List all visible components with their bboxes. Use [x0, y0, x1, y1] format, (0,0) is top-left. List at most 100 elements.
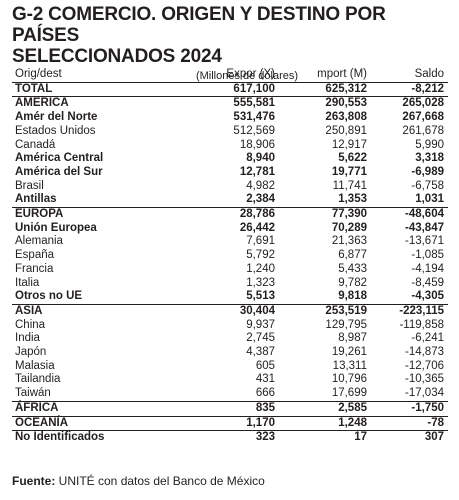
table-row: Unión Europea 26,442 70,289 -43,847: [12, 222, 448, 236]
table-row: Estados Unidos 512,569 250,891 261,678: [12, 125, 448, 139]
cell-exports: 2,745: [246, 332, 275, 345]
cell-balance: 307: [371, 430, 448, 445]
cell-exports: 323: [187, 430, 279, 445]
cell-balance: -8,212: [411, 82, 444, 95]
cell-imports: 1,248: [279, 415, 371, 431]
table-row: China 9,937 129,795 -119,858: [12, 319, 448, 333]
cell-balance: 1,031: [415, 193, 444, 206]
cell-balance: -10,365: [404, 373, 444, 386]
cell-exports: 30,404: [187, 303, 279, 319]
cell-region: Antillas: [15, 193, 57, 206]
table-row: Francia 1,240 5,433 -4,194: [12, 263, 448, 277]
cell-imports: 17: [279, 430, 371, 445]
cell-exports: 431: [255, 373, 275, 386]
cell-region: Estados Unidos: [15, 124, 96, 137]
cell-exports: 617,100: [233, 82, 275, 95]
cell-region: Brasil: [15, 179, 44, 192]
cell-exports: 5,792: [246, 249, 275, 262]
table-row: América Central 8,940 5,622 3,318: [12, 152, 448, 166]
table-row: España 5,792 6,877 -1,085: [12, 249, 448, 263]
cell-region: No Identificados: [12, 430, 187, 445]
cell-imports: 21,363: [331, 235, 367, 248]
table-row: América del Sur 12,781 19,771 -6,989: [12, 166, 448, 180]
cell-region: Tailandia: [15, 373, 61, 386]
cell-exports: 28,786: [187, 207, 279, 222]
cell-imports: 253,519: [279, 303, 371, 319]
cell-region: India: [15, 332, 40, 345]
cell-balance: -6,758: [411, 179, 444, 192]
cell-region: Taiwán: [15, 387, 51, 400]
cell-region: América del Sur: [15, 165, 103, 178]
table-row: India 2,745 8,987 -6,241: [12, 332, 448, 346]
cell-region: Alemania: [15, 235, 63, 248]
cell-imports: 5,622: [338, 152, 367, 165]
cell-balance: -48,604: [371, 207, 448, 222]
cell-imports: 70,289: [331, 221, 367, 234]
cell-exports: 26,442: [239, 221, 275, 234]
cell-balance: -13,671: [404, 235, 444, 248]
table-row: Otros no UE 5,513 9,818 -4,305: [12, 290, 448, 304]
cell-imports: 2,585: [279, 400, 371, 417]
cell-imports: 11,741: [332, 179, 367, 192]
table-row: Brasil 4,982 11,741 -6,758: [12, 180, 448, 194]
col-header-balance: Saldo: [371, 68, 448, 83]
cell-imports: 77,390: [279, 207, 371, 222]
cell-balance: -43,847: [404, 221, 444, 234]
cell-imports: 17,699: [331, 387, 367, 400]
cell-exports: 1,170: [187, 415, 279, 431]
table-row: Alemania 7,691 21,363 -13,671: [12, 235, 448, 249]
table-title: G-2 COMERCIO. ORIGEN Y DESTINO POR PAÍSE…: [12, 4, 386, 67]
cell-exports: 531,476: [233, 111, 275, 124]
cell-exports: 5,513: [246, 290, 275, 303]
table-row: Canadá 18,906 12,917 5,990: [12, 139, 448, 153]
cell-region: Japón: [15, 346, 47, 359]
cell-exports: 1,240: [246, 262, 275, 275]
cell-imports: 19,261: [331, 346, 367, 359]
cell-balance: -14,873: [404, 346, 444, 359]
source-text: UNITÉ con datos del Banco de México: [55, 474, 265, 488]
col-header-imports: mport (M): [279, 68, 371, 83]
table-header-row: Orig/dest Expor (X) mport (M) Saldo: [12, 68, 448, 83]
table-row: OCEANÍA 1,170 1,248 -78: [12, 415, 448, 431]
cell-imports: 10,796: [331, 373, 367, 386]
col-header-orig-dest: Orig/dest: [12, 68, 187, 83]
cell-region: AMERICA: [12, 96, 187, 112]
cell-balance: 3,318: [415, 152, 444, 165]
cell-balance: -12,706: [404, 359, 444, 372]
cell-exports: 512,569: [233, 124, 275, 137]
table-row: AMERICA 555,581 290,553 265,028: [12, 96, 448, 112]
cell-imports: 5,433: [338, 262, 367, 275]
cell-region: Italia: [15, 276, 40, 289]
cell-imports: 19,771: [331, 165, 367, 178]
cell-exports: 555,581: [187, 96, 279, 112]
cell-imports: 1,353: [338, 193, 367, 206]
table-row: EUROPA 28,786 77,390 -48,604: [12, 207, 448, 222]
cell-region: Francia: [15, 262, 54, 275]
cell-balance: -17,034: [404, 387, 444, 400]
cell-balance: 267,668: [402, 111, 444, 124]
cell-region: ÁFRICA: [12, 400, 187, 417]
cell-imports: 6,877: [338, 249, 367, 262]
cell-balance: -1,085: [411, 249, 444, 262]
cell-balance: -119,858: [399, 318, 444, 331]
source-label: Fuente:: [12, 474, 56, 488]
cell-exports: 835: [187, 400, 279, 417]
cell-region: Amér del Norte: [15, 111, 98, 124]
cell-region: EUROPA: [12, 207, 187, 222]
cell-exports: 2,384: [246, 193, 275, 206]
cell-exports: 8,940: [246, 152, 275, 165]
cell-region: Otros no UE: [15, 290, 83, 303]
cell-balance: -1,750: [371, 400, 448, 417]
cell-region: España: [15, 249, 55, 262]
cell-exports: 12,781: [239, 165, 275, 178]
cell-balance: 265,028: [371, 96, 448, 112]
cell-imports: 625,312: [325, 82, 367, 95]
cell-balance: -78: [371, 415, 448, 431]
cell-balance: -8,459: [411, 276, 444, 289]
table-row: Italia 1,323 9,782 -8,459: [12, 277, 448, 291]
cell-balance: -6,989: [411, 165, 444, 178]
table-row: Amér del Norte 531,476 263,808 267,668: [12, 111, 448, 125]
cell-imports: 8,987: [338, 332, 367, 345]
cell-region: ASIA: [12, 303, 187, 319]
table-row: ASIA 30,404 253,519 -223,115: [12, 303, 448, 319]
